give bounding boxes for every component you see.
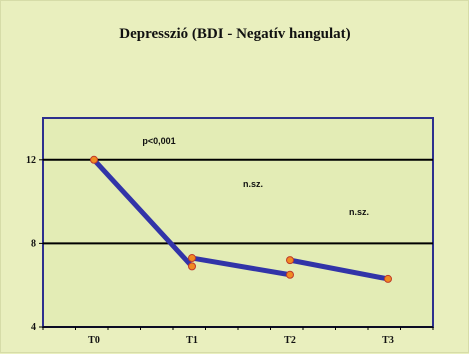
y-tick-label: 4 — [31, 322, 36, 333]
y-tick-label: 8 — [31, 238, 36, 249]
y-tick-label: 12 — [26, 155, 36, 166]
significance-label: p<0,001 — [142, 136, 175, 146]
data-point — [90, 155, 98, 164]
x-tick-label: T1 — [186, 335, 198, 346]
x-tick-label: T0 — [88, 335, 100, 346]
significance-label: n.sz. — [243, 179, 263, 189]
series-line-0 — [91, 157, 195, 269]
significance-label: n.sz. — [349, 207, 369, 217]
data-point — [286, 270, 294, 279]
series-line-1 — [189, 255, 293, 278]
data-point — [188, 262, 196, 271]
data-point — [286, 256, 294, 265]
data-point — [384, 274, 392, 283]
data-point — [188, 254, 196, 263]
series-line-2 — [287, 257, 391, 282]
chart-title: Depresszió (BDI - Negatív hangulat) — [119, 26, 350, 42]
x-tick-label: T2 — [284, 335, 296, 346]
x-tick-label: T3 — [382, 335, 394, 346]
plot-area — [42, 117, 434, 328]
